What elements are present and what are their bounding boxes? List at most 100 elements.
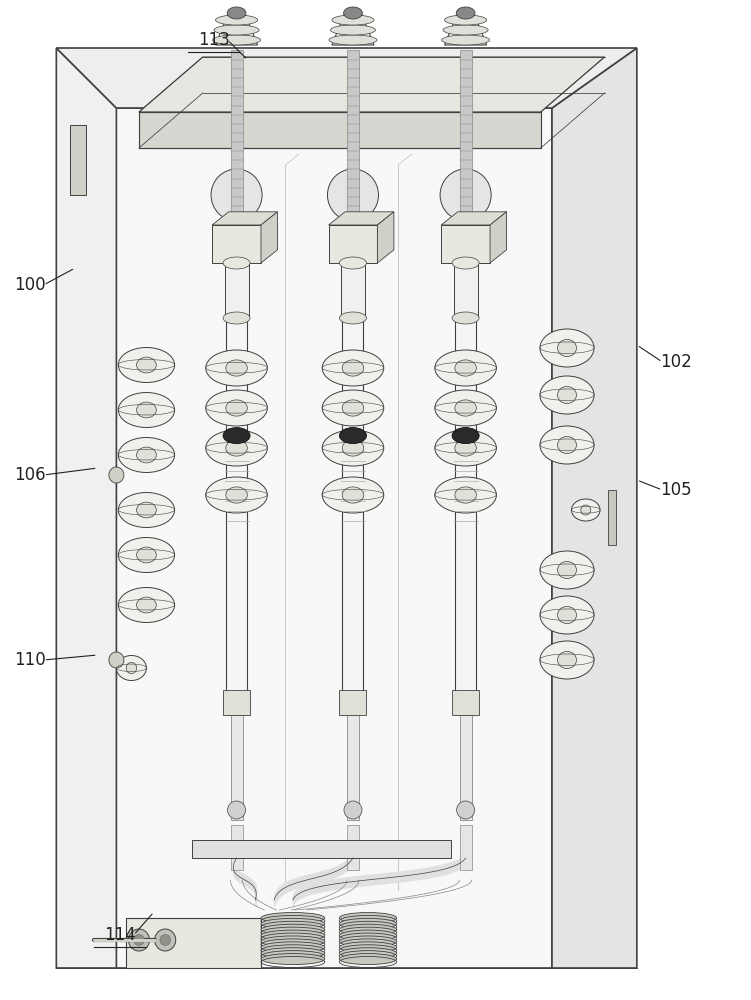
Bar: [231, 825, 243, 870]
Ellipse shape: [572, 499, 600, 521]
Ellipse shape: [557, 651, 577, 669]
Ellipse shape: [261, 918, 325, 929]
Polygon shape: [445, 15, 487, 45]
Ellipse shape: [339, 948, 397, 959]
Ellipse shape: [137, 447, 156, 463]
Ellipse shape: [445, 15, 487, 25]
Ellipse shape: [339, 918, 397, 929]
Polygon shape: [552, 48, 637, 968]
Ellipse shape: [137, 402, 156, 418]
Bar: [192, 840, 451, 858]
Bar: [460, 710, 472, 820]
Ellipse shape: [455, 360, 476, 376]
Ellipse shape: [339, 930, 397, 941]
Ellipse shape: [342, 487, 363, 503]
Ellipse shape: [128, 929, 149, 951]
Ellipse shape: [109, 467, 124, 483]
Ellipse shape: [540, 426, 594, 464]
Ellipse shape: [435, 430, 496, 466]
Ellipse shape: [344, 801, 362, 819]
Ellipse shape: [206, 430, 267, 466]
Bar: [223, 690, 250, 715]
Ellipse shape: [261, 948, 325, 959]
Text: 114: 114: [104, 926, 136, 944]
Text: 113: 113: [198, 31, 230, 49]
Ellipse shape: [581, 505, 591, 515]
Ellipse shape: [342, 360, 363, 376]
Bar: [231, 50, 243, 225]
Ellipse shape: [327, 169, 379, 221]
Ellipse shape: [455, 400, 476, 416]
Ellipse shape: [455, 487, 476, 503]
Bar: [341, 263, 365, 318]
Ellipse shape: [155, 929, 176, 951]
Ellipse shape: [109, 652, 124, 668]
Ellipse shape: [557, 436, 577, 454]
Text: 102: 102: [660, 353, 692, 371]
Polygon shape: [216, 15, 258, 45]
Ellipse shape: [137, 547, 156, 563]
Polygon shape: [116, 108, 552, 968]
Ellipse shape: [119, 438, 174, 473]
Ellipse shape: [342, 400, 363, 416]
Ellipse shape: [116, 656, 146, 681]
Ellipse shape: [214, 25, 259, 35]
Ellipse shape: [339, 428, 366, 444]
Ellipse shape: [119, 587, 174, 622]
Ellipse shape: [443, 25, 488, 35]
Text: 100: 100: [14, 276, 46, 294]
Ellipse shape: [339, 257, 366, 269]
Ellipse shape: [540, 596, 594, 634]
Ellipse shape: [435, 390, 496, 426]
Bar: [225, 263, 249, 318]
Ellipse shape: [339, 936, 397, 947]
Ellipse shape: [119, 348, 174, 382]
Polygon shape: [56, 48, 637, 108]
Bar: [608, 490, 616, 545]
Ellipse shape: [213, 35, 261, 45]
Ellipse shape: [216, 15, 258, 25]
Text: 110: 110: [14, 651, 46, 669]
Polygon shape: [126, 918, 261, 968]
Ellipse shape: [540, 641, 594, 679]
Polygon shape: [377, 212, 394, 263]
Ellipse shape: [557, 561, 577, 579]
Bar: [226, 318, 247, 710]
Ellipse shape: [339, 954, 397, 965]
Ellipse shape: [540, 376, 594, 414]
Polygon shape: [261, 212, 278, 263]
Ellipse shape: [339, 312, 366, 324]
Ellipse shape: [457, 7, 475, 19]
Polygon shape: [212, 212, 278, 225]
Bar: [452, 690, 479, 715]
Ellipse shape: [261, 954, 325, 965]
Ellipse shape: [455, 440, 476, 456]
Polygon shape: [329, 212, 394, 225]
Ellipse shape: [261, 930, 325, 941]
Bar: [231, 710, 243, 820]
Bar: [442, 225, 490, 263]
Polygon shape: [139, 112, 541, 148]
Bar: [126, 918, 261, 968]
Bar: [460, 825, 472, 870]
Polygon shape: [139, 57, 605, 112]
Text: 105: 105: [660, 481, 692, 499]
Ellipse shape: [134, 934, 144, 945]
Ellipse shape: [540, 329, 594, 367]
Bar: [347, 825, 359, 870]
Ellipse shape: [223, 428, 250, 444]
Ellipse shape: [119, 538, 174, 572]
Ellipse shape: [452, 428, 479, 444]
Polygon shape: [490, 212, 506, 263]
Ellipse shape: [342, 440, 363, 456]
Polygon shape: [442, 212, 506, 225]
Ellipse shape: [457, 801, 475, 819]
Ellipse shape: [330, 25, 376, 35]
Ellipse shape: [339, 942, 397, 953]
Ellipse shape: [223, 257, 250, 269]
Ellipse shape: [435, 477, 496, 513]
Ellipse shape: [339, 924, 397, 935]
Ellipse shape: [540, 551, 594, 589]
Ellipse shape: [261, 924, 325, 935]
Ellipse shape: [261, 942, 325, 953]
